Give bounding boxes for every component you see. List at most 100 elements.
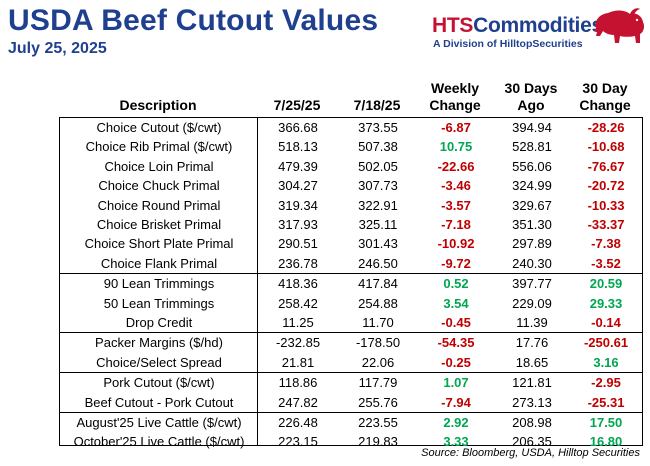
row-30-day-change: -10.68 <box>587 139 625 155</box>
row-description: October'25 Live Cattle ($/cwt) <box>73 434 245 450</box>
row-description: 50 Lean Trimmings <box>103 295 215 311</box>
table-group: Packer Margins ($/hd) -232.85 -178.50 -54.3… <box>60 333 642 374</box>
row-current-value: 518.13 <box>278 139 318 155</box>
row-weekly-change: -7.94 <box>441 394 471 410</box>
logo-tagline: A Division of HilltopSecurities <box>433 38 583 50</box>
logo-wordmark: HTSCommodities <box>432 14 603 37</box>
row-30-day-change: -250.61 <box>583 335 629 351</box>
row-30-days-ago: 121.81 <box>512 375 552 391</box>
row-current-value: 226.48 <box>278 415 318 430</box>
row-previous-value: 219.83 <box>358 434 398 450</box>
row-weekly-change: 2.92 <box>443 415 469 430</box>
row-current-value: 236.78 <box>278 255 318 271</box>
table-row: 90 Lean Trimmings 418.36 417.84 0.52 397.77 2… <box>60 274 642 293</box>
row-30-days-ago: 394.94 <box>512 120 552 135</box>
row-description: Choice Flank Primal <box>100 255 218 271</box>
row-30-day-change: 16.80 <box>589 434 623 450</box>
row-30-days-ago: 528.81 <box>512 139 552 155</box>
row-previous-value: 254.88 <box>358 295 398 311</box>
table-row: 50 Lean Trimmings 258.42 254.88 3.54 229.09 2… <box>60 294 642 313</box>
table-row: Beef Cutout - Pork Cutout 247.82 255.76 -7.… <box>60 393 642 412</box>
row-description: Choice Brisket Primal <box>96 217 222 232</box>
row-description: Choice Cutout ($/cwt) <box>96 120 222 135</box>
table-row: August'25 Live Cattle ($/cwt) 226.48 223.5… <box>60 413 642 432</box>
row-30-days-ago: 397.77 <box>512 276 552 292</box>
row-weekly-change: -0.45 <box>441 314 471 330</box>
bison-icon <box>594 8 644 43</box>
row-weekly-change: -0.25 <box>441 354 471 370</box>
row-30-day-change: 17.50 <box>589 415 623 430</box>
table-row: Choice Loin Primal 479.39 502.05 -22.66 556.… <box>60 157 642 176</box>
row-current-value: 118.86 <box>278 375 318 391</box>
row-previous-value: 246.50 <box>358 255 398 271</box>
table-row: Pork Cutout ($/cwt) 118.86 117.79 1.07 121.8… <box>60 373 642 392</box>
row-current-value: 319.34 <box>278 197 318 213</box>
row-description: Choice Rib Primal ($/cwt) <box>85 139 233 155</box>
row-30-days-ago: 329.67 <box>512 197 552 213</box>
row-description: Choice/Select Spread <box>96 354 222 370</box>
header-description: Description <box>119 97 197 113</box>
row-previous-value: 117.79 <box>358 375 398 391</box>
row-weekly-change: -3.46 <box>441 178 471 194</box>
row-previous-value: 502.05 <box>358 158 398 174</box>
page-title: USDA Beef Cutout Values <box>8 4 379 37</box>
row-description: Packer Margins ($/hd) <box>95 335 223 351</box>
row-previous-value: 307.73 <box>358 178 398 194</box>
source-note: Source: Bloomberg, USDA, Hilltop Securit… <box>421 447 640 459</box>
row-30-day-change: 3.16 <box>593 354 619 370</box>
row-30-day-change: -7.38 <box>591 236 621 252</box>
row-description: Choice Chuck Primal <box>98 178 220 194</box>
row-description: Choice Short Plate Primal <box>84 236 234 252</box>
table-row: Choice Flank Primal 236.78 246.50 -9.72 240.… <box>60 254 642 273</box>
header-current-date: 7/25/25 <box>273 97 321 113</box>
row-30-days-ago: 17.76 <box>515 335 549 351</box>
row-30-days-ago: 229.09 <box>512 295 552 311</box>
row-30-days-ago: 351.30 <box>512 217 552 232</box>
row-weekly-change: -10.92 <box>437 236 475 252</box>
report-date: July 25, 2025 <box>8 40 107 57</box>
row-description: Choice Loin Primal <box>104 158 214 174</box>
row-weekly-change: 1.07 <box>443 375 469 391</box>
table-group: Pork Cutout ($/cwt) 118.86 117.79 1.07 121.8… <box>60 373 642 413</box>
row-current-value: 366.68 <box>278 120 318 135</box>
row-previous-value: 22.06 <box>361 354 395 370</box>
table-row: Choice Brisket Primal 317.93 325.11 -7.18 35… <box>60 215 642 234</box>
row-previous-value: 301.43 <box>358 236 398 252</box>
row-description: Pork Cutout ($/cwt) <box>103 375 215 391</box>
row-current-value: 317.93 <box>278 217 318 232</box>
row-30-days-ago: 273.13 <box>512 394 552 410</box>
row-weekly-change: -9.72 <box>441 255 471 271</box>
row-description: August'25 Live Cattle ($/cwt) <box>76 415 242 430</box>
table-row: October'25 Live Cattle ($/cwt) 223.15 219.… <box>60 432 642 451</box>
row-current-value: 21.81 <box>281 354 315 370</box>
row-description: Drop Credit <box>125 314 193 330</box>
row-weekly-change: 0.52 <box>443 276 469 292</box>
row-30-day-change: -28.26 <box>587 120 625 135</box>
table-row: Choice Cutout ($/cwt) 366.68 373.55 -6.87 39… <box>60 118 642 137</box>
row-previous-value: 11.70 <box>362 314 394 330</box>
row-30-day-change: 20.59 <box>589 276 623 292</box>
table-group: 90 Lean Trimmings 418.36 417.84 0.52 397.77 2… <box>60 274 642 334</box>
table-row: Choice/Select Spread 21.81 22.06 -0.25 18.65… <box>60 353 642 372</box>
row-current-value: 11.25 <box>282 314 314 330</box>
row-weekly-change: 10.75 <box>439 139 473 155</box>
header-30-days-ago: 30 Days Ago <box>504 80 558 113</box>
column-divider <box>257 118 258 445</box>
row-description: Choice Round Primal <box>97 197 221 213</box>
row-30-days-ago: 206.35 <box>512 434 552 450</box>
header-previous-date: 7/18/25 <box>353 97 401 113</box>
row-description: 90 Lean Trimmings <box>103 276 215 292</box>
row-30-day-change: -76.67 <box>587 158 625 174</box>
row-current-value: 304.27 <box>278 178 318 194</box>
table-row: Packer Margins ($/hd) -232.85 -178.50 -54.3… <box>60 333 642 352</box>
row-current-value: 290.51 <box>278 236 318 252</box>
row-weekly-change: 3.33 <box>443 434 469 450</box>
row-30-day-change: -3.52 <box>591 255 621 271</box>
row-weekly-change: -6.87 <box>441 120 471 135</box>
row-current-value: -232.85 <box>275 335 321 351</box>
row-previous-value: 223.55 <box>358 415 398 430</box>
row-30-day-change: -10.33 <box>587 197 625 213</box>
row-30-days-ago: 240.30 <box>512 255 552 271</box>
row-30-days-ago: 297.89 <box>512 236 552 252</box>
row-30-day-change: -20.72 <box>587 178 625 194</box>
